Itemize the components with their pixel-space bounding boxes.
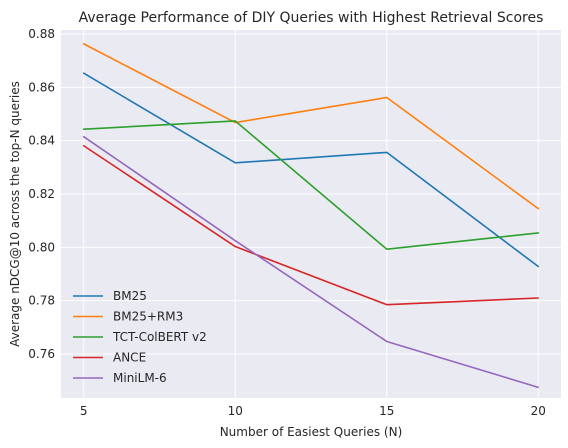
legend-label-minilm-6: MiniLM-6 <box>113 371 167 385</box>
plot-background <box>61 30 561 398</box>
y-tick-label: 0.82 <box>28 187 55 201</box>
series-group <box>82 43 540 389</box>
legend-label-tct-colbert-v2: TCT-ColBERT v2 <box>112 330 207 344</box>
series-line-bm25-rm3 <box>82 43 540 210</box>
series-line-ance <box>82 144 540 306</box>
y-axis-ticks: 0.76 0.78 0.80 0.82 0.84 0.86 0.88 <box>28 27 55 361</box>
grid <box>61 30 561 398</box>
y-tick-label: 0.80 <box>28 240 55 254</box>
chart-title: Average Performance of DIY Queries with … <box>79 10 544 26</box>
x-tick-label: 20 <box>531 404 546 418</box>
series-line-tct-colbert-v2 <box>82 120 540 250</box>
y-tick-label: 0.78 <box>28 294 55 308</box>
legend-label-ance: ANCE <box>113 351 146 365</box>
y-tick-label: 0.88 <box>28 27 55 41</box>
series-line-bm25 <box>82 72 540 268</box>
x-tick-label: 10 <box>228 404 243 418</box>
y-tick-label: 0.84 <box>28 134 55 148</box>
x-axis-label: Number of Easiest Queries (N) <box>220 425 403 439</box>
y-tick-label: 0.76 <box>28 347 55 361</box>
legend-label-bm25: BM25 <box>113 289 147 303</box>
y-axis-label: Average nDCG@10 across the top-N queries <box>8 81 22 347</box>
legend-label-bm25-rm3: BM25+RM3 <box>113 310 183 324</box>
x-tick-label: 15 <box>379 404 394 418</box>
y-tick-label: 0.86 <box>28 80 55 94</box>
legend: BM25 BM25+RM3 TCT-ColBERT v2 ANCE MiniLM-6 <box>73 289 207 385</box>
x-axis-ticks: 5 10 15 20 <box>80 404 546 418</box>
x-tick-label: 5 <box>80 404 88 418</box>
series-line-minilm-6 <box>82 135 540 389</box>
